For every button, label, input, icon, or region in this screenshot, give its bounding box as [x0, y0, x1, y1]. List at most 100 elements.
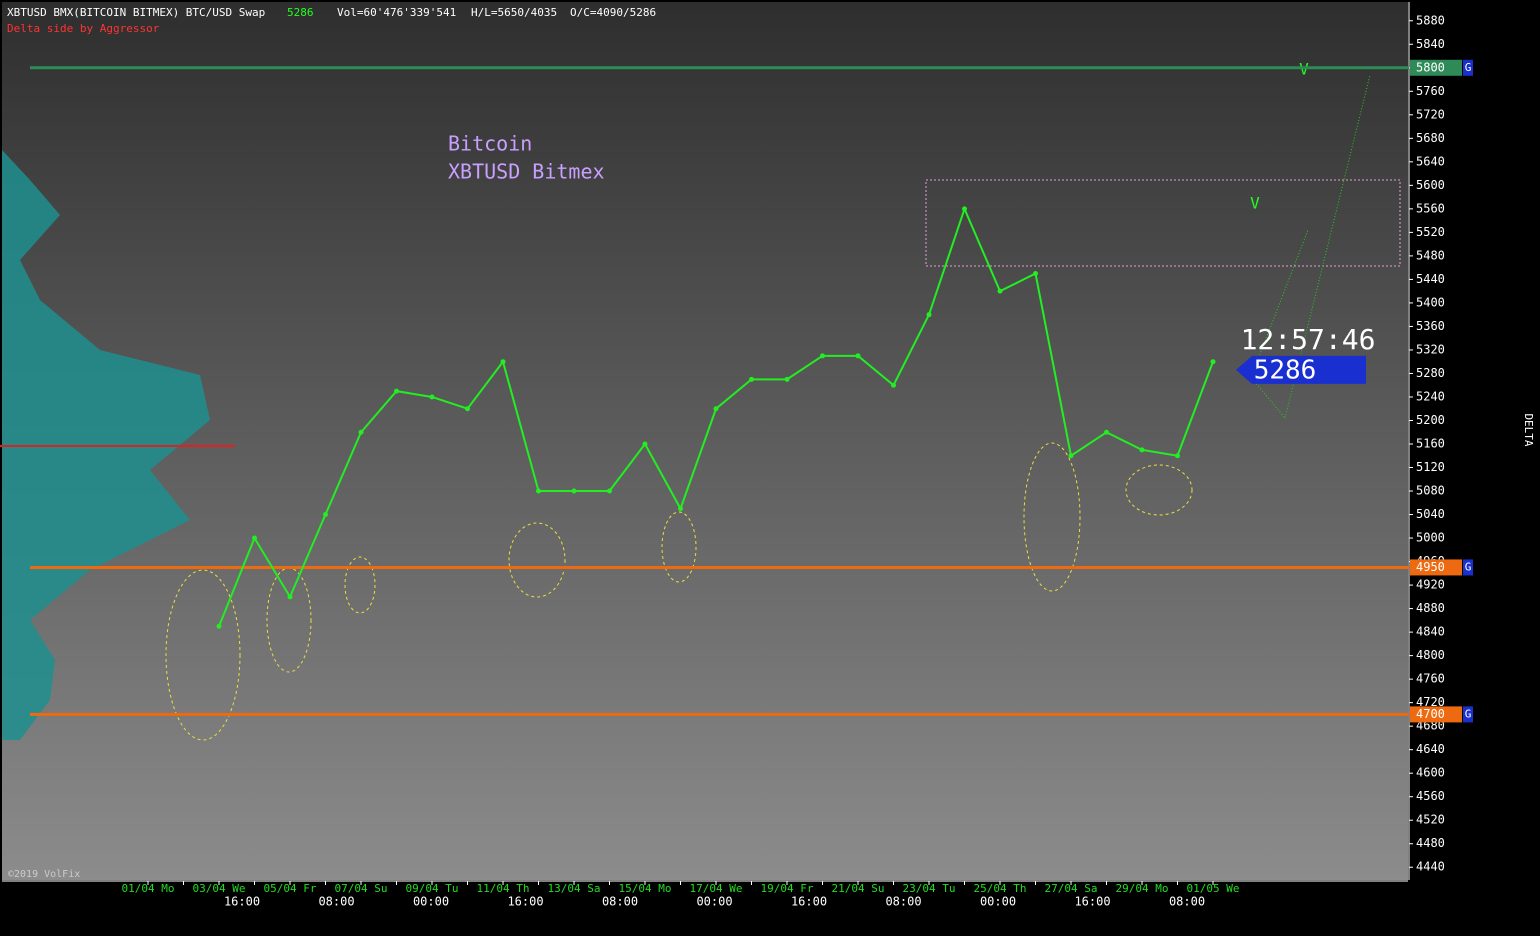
x-tick-label: 13/04 Sa [548, 882, 601, 895]
price-point [1139, 447, 1145, 453]
x-tick-label: 19/04 Fr [761, 882, 814, 895]
y-tick-label: 5360 [1416, 319, 1445, 333]
x-tick-label: 01/04 Mo [122, 882, 175, 895]
y-tick-label: 4800 [1416, 648, 1445, 662]
price-point [926, 312, 932, 318]
price-point [571, 488, 577, 494]
annotation: XBTUSD Bitmex [448, 160, 605, 184]
y-tick-label: 5240 [1416, 389, 1445, 403]
level-g: G [1465, 707, 1472, 720]
price-point [713, 406, 719, 412]
x-tick-label: 09/04 Tu [406, 882, 459, 895]
price-point [429, 394, 435, 400]
level-label: 5800 [1416, 60, 1445, 74]
x-time-label: 00:00 [696, 895, 732, 909]
y-tick-label: 5720 [1416, 107, 1445, 121]
y-tick-label: 5520 [1416, 225, 1445, 239]
x-time-label: 16:00 [791, 895, 827, 909]
price-tag [1236, 355, 1366, 384]
price-point [749, 376, 754, 382]
y-tick-label: 5200 [1416, 413, 1445, 427]
y-tick-label: 5440 [1416, 272, 1445, 286]
range-box [925, 179, 1401, 267]
price-point [678, 506, 683, 512]
price-point [323, 512, 328, 518]
price-point [394, 388, 399, 394]
level-label: 4950 [1416, 560, 1445, 574]
subtitle: Delta side by Aggressor [7, 22, 160, 35]
symbol: XBTUSD BMX(BITCOIN BITMEX) BTC/USD Swap [7, 6, 265, 19]
price-point [1210, 359, 1216, 365]
price-tag-label: 5286 [1254, 355, 1317, 385]
price-point [465, 406, 470, 412]
y-tick-label: 5280 [1416, 366, 1445, 380]
y-tick-label: 4520 [1416, 813, 1445, 827]
y-tick-label: 4640 [1416, 742, 1445, 756]
forecast-lines [1244, 74, 1371, 419]
x-tick-label: 17/04 We [690, 882, 743, 895]
y-tick-label: 5600 [1416, 178, 1445, 192]
y-tick-label: 5000 [1416, 531, 1445, 545]
price-point [358, 429, 364, 435]
y-tick-label: 5880 [1416, 13, 1445, 27]
price-point [891, 382, 896, 388]
price-point [1033, 271, 1038, 277]
high-low: H/L=5650/4035 [471, 6, 557, 19]
price-point [536, 488, 541, 494]
x-tick-label: 11/04 Th [477, 882, 530, 895]
x-tick-label: 03/04 We [193, 882, 246, 895]
mark-v: V [1250, 194, 1260, 213]
highlight-ellipses [165, 442, 1193, 741]
x-time-label: 00:00 [413, 895, 449, 909]
y-tick-label: 5480 [1416, 248, 1445, 262]
y-tick-label: 4600 [1416, 766, 1445, 780]
price-point [287, 594, 293, 600]
price-point [1175, 453, 1180, 459]
y-tick-label: 5120 [1416, 460, 1445, 474]
price-point [252, 535, 257, 541]
y-tick-label: 5080 [1416, 484, 1445, 498]
x-tick-label: 29/04 Mo [1116, 882, 1169, 895]
x-tick-label: 27/04 Sa [1045, 882, 1098, 895]
y-tick-label: 5640 [1416, 154, 1445, 168]
x-tick-label: 23/04 Tu [903, 882, 956, 895]
x-tick-label: 21/04 Su [832, 882, 885, 895]
level-g: G [1465, 560, 1472, 573]
price-point [607, 488, 612, 494]
x-tick-label: 07/04 Su [335, 882, 388, 895]
clock: 12:57:46 [1241, 323, 1376, 356]
y-tick-label: 4760 [1416, 672, 1445, 686]
x-time-label: 08:00 [1169, 895, 1205, 909]
y-tick-label: 4840 [1416, 625, 1445, 639]
price-point [820, 353, 825, 359]
level-tag [1410, 706, 1462, 723]
price-point [962, 206, 967, 212]
last-price: 5286 [287, 6, 314, 19]
price-point [642, 441, 648, 447]
x-tick-label: 01/05 We [1187, 882, 1240, 895]
y-tick-label: 4920 [1416, 578, 1445, 592]
y-tick-label: 5560 [1416, 201, 1445, 215]
x-time-label: 08:00 [602, 895, 638, 909]
y-tick-label: 4440 [1416, 860, 1445, 874]
x-time-label: 16:00 [224, 895, 260, 909]
price-point [855, 353, 861, 359]
price-point [997, 288, 1003, 294]
copyright: ©2019 VolFix [8, 869, 80, 880]
price-point [784, 376, 790, 382]
y-tick-label: 5680 [1416, 131, 1445, 145]
y-tick-label: 5760 [1416, 84, 1445, 98]
price-point [1068, 453, 1074, 459]
level-g: G [1465, 61, 1472, 74]
x-time-label: 16:00 [1074, 895, 1110, 909]
level-label: 4700 [1416, 707, 1445, 721]
x-tick-label: 05/04 Fr [264, 882, 317, 895]
level-tag [1410, 59, 1462, 76]
x-time-label: 00:00 [980, 895, 1016, 909]
x-time-label: 08:00 [885, 895, 921, 909]
y-tick-label: 4880 [1416, 601, 1445, 615]
price-point [500, 359, 506, 365]
open-close: O/C=4090/5286 [570, 6, 656, 19]
x-time-label: 08:00 [318, 895, 354, 909]
